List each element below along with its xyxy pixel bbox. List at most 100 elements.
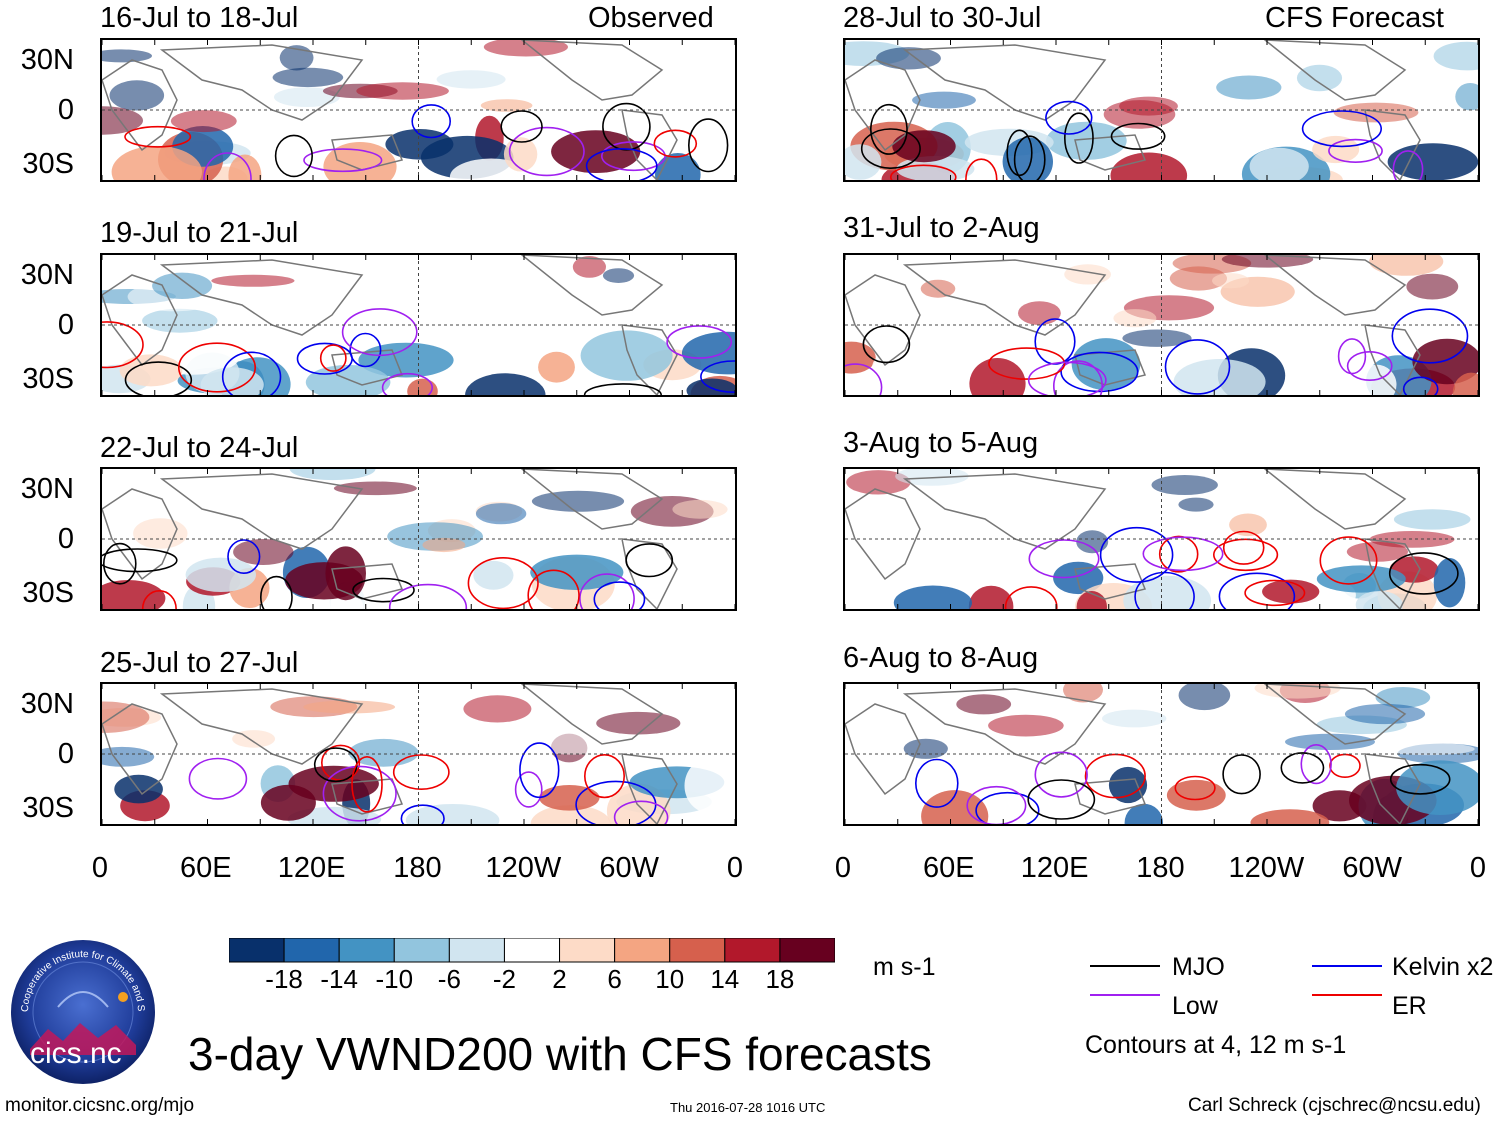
y-axis-label: 0 xyxy=(57,94,74,126)
anomaly-shading xyxy=(272,67,344,88)
wave-contour xyxy=(602,102,651,151)
continent-outline xyxy=(1074,563,1147,600)
wave-contour xyxy=(965,158,998,180)
wave-contour xyxy=(915,758,959,808)
wave-contour xyxy=(601,141,666,172)
anomaly-shading xyxy=(111,145,202,180)
wave-contour xyxy=(1319,536,1378,585)
wave-contour xyxy=(1391,308,1469,364)
wave-contour xyxy=(625,543,674,578)
anomaly-shading xyxy=(102,106,143,135)
continent-outline xyxy=(159,473,364,550)
anomaly-shading xyxy=(325,546,366,601)
continent-outline xyxy=(1074,778,1147,815)
x-axis-label: 180 xyxy=(1136,852,1185,884)
anomaly-shading xyxy=(1344,703,1426,725)
colorbar-swatch xyxy=(503,937,561,963)
anomaly-shading xyxy=(956,694,1012,715)
continent-outline xyxy=(902,473,1107,550)
panel-6-period: 31-Jul to 2-Aug xyxy=(843,212,1040,244)
wave-contour xyxy=(1388,552,1459,595)
wave-contour xyxy=(388,583,468,609)
continent-outline xyxy=(1263,40,1407,101)
anomaly-shading xyxy=(407,378,438,395)
anomaly-shading xyxy=(845,144,882,180)
wave-contour xyxy=(392,754,450,791)
legend-label-low: Low xyxy=(1172,992,1218,1020)
footer-url[interactable]: monitor.cicsnc.org/mjo xyxy=(5,1095,195,1116)
anomaly-shading xyxy=(1173,359,1266,395)
wave-contour xyxy=(988,347,1066,380)
wave-contour xyxy=(274,134,313,178)
wave-contour xyxy=(1158,535,1199,573)
anomaly-shading xyxy=(102,580,166,609)
anomaly-shading xyxy=(279,45,314,71)
x-axis-label: 60E xyxy=(923,852,975,884)
panel-5-period: 28-Jul to 30-Jul xyxy=(843,2,1042,34)
wave-contour xyxy=(862,325,911,364)
anomaly-shading xyxy=(893,585,972,609)
continent-outline xyxy=(520,684,664,745)
anomaly-shading xyxy=(1375,687,1431,708)
continent-outline xyxy=(1364,324,1421,395)
anomaly-shading xyxy=(170,110,237,133)
wave-contour xyxy=(124,125,192,148)
continent-outline xyxy=(1364,109,1421,180)
anomaly-shading xyxy=(968,585,1014,609)
continent-outline xyxy=(845,703,921,796)
anomaly-shading xyxy=(1312,135,1360,164)
colorbar-tick-label: 18 xyxy=(765,964,795,994)
y-axis-label: 30N xyxy=(20,688,74,720)
anomaly-shading xyxy=(969,358,1026,395)
x-axis-label: 0 xyxy=(91,852,109,884)
anomaly-shading xyxy=(483,40,568,57)
wave-contour xyxy=(527,569,580,609)
wave-contour xyxy=(1213,538,1279,572)
map-panel-5 xyxy=(843,38,1480,182)
wave-contour xyxy=(1004,586,1058,609)
anomaly-shading xyxy=(1053,561,1104,595)
map-panel-7 xyxy=(843,467,1480,611)
y-axis-label: 30N xyxy=(20,259,74,291)
wave-contour xyxy=(1053,360,1103,395)
anomaly-shading xyxy=(971,759,1030,774)
continent-outline xyxy=(1074,134,1147,171)
continent-outline xyxy=(902,688,1107,765)
wave-contour xyxy=(1110,122,1166,150)
anomaly-shading xyxy=(1216,75,1282,100)
anomaly-shading xyxy=(1122,329,1192,347)
wave-contour xyxy=(1218,572,1296,609)
anomaly-shading xyxy=(1396,760,1478,815)
anomaly-shading xyxy=(1406,273,1459,300)
anomaly-shading xyxy=(436,70,506,89)
wave-contour xyxy=(1346,351,1393,382)
y-axis-label: 30S xyxy=(22,148,74,180)
wave-contour xyxy=(303,148,383,173)
anomaly-shading xyxy=(539,785,600,811)
continent-outline xyxy=(331,134,404,171)
footer-author: Carl Schreck (cjschrec@ncsu.edu) xyxy=(1188,1095,1481,1116)
legend-label-kelvin: Kelvin x2 xyxy=(1392,953,1494,981)
wave-contour xyxy=(102,548,178,573)
y-axis-label: 30S xyxy=(22,792,74,824)
anomaly-shading xyxy=(1285,733,1375,750)
anomaly-shading xyxy=(1452,372,1478,395)
anomaly-shading xyxy=(912,91,976,109)
anomaly-shading xyxy=(480,99,533,112)
wave-contour xyxy=(260,575,293,609)
anomaly-shading xyxy=(274,87,340,107)
wave-contour xyxy=(400,804,445,824)
wave-contour xyxy=(1060,351,1139,393)
panel-7-period: 3-Aug to 5-Aug xyxy=(843,427,1039,459)
continent-outline xyxy=(159,44,364,121)
anomaly-shading xyxy=(1110,152,1188,180)
colorbar-swatch xyxy=(448,937,505,963)
wave-contour xyxy=(1034,318,1076,365)
continent-outline xyxy=(1263,684,1407,745)
anomaly-shading xyxy=(142,308,218,333)
wave-contour xyxy=(349,332,382,368)
anomaly-shading xyxy=(1380,742,1475,756)
anomaly-shading xyxy=(1355,591,1403,609)
map-panel-3 xyxy=(100,467,737,611)
anomaly-shading xyxy=(1311,355,1353,386)
